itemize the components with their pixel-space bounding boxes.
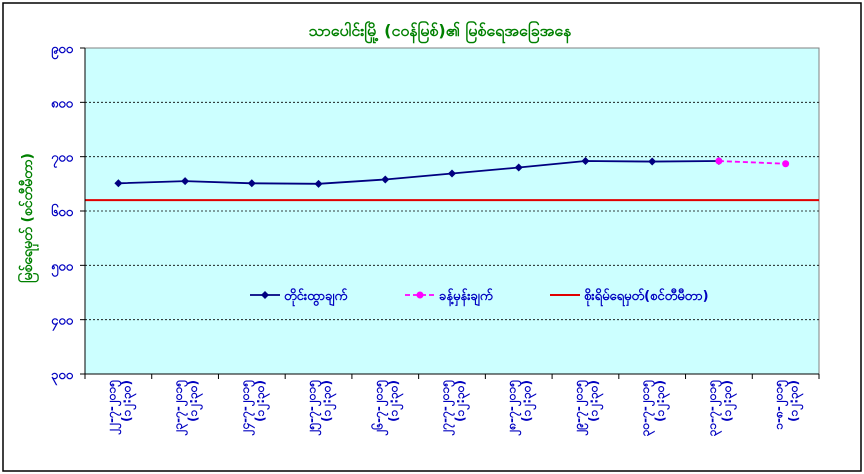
y-tick-label: ၆၀၀ bbox=[51, 203, 74, 220]
y-tick-label: ၇၀၀ bbox=[51, 151, 74, 169]
x-tick-time: (၁၂:၃၀) bbox=[586, 380, 604, 422]
x-tick-date: ၂၄-၇-၂၀၁၅ bbox=[238, 380, 256, 437]
x-tick-time: (၁၂:၃၀) bbox=[386, 380, 404, 422]
data-point bbox=[181, 177, 190, 186]
y-tick-label: ၄၀၀ bbox=[51, 314, 74, 332]
x-tick-date: ၂၇-၇-၂၀၁၅ bbox=[438, 380, 456, 437]
data-point bbox=[648, 157, 657, 166]
data-point bbox=[314, 179, 323, 188]
x-tick-label: ၃၁-၇-၂၀၁၅ (၁၂:၃၀) bbox=[705, 380, 738, 437]
x-tick-time: (၁၂:၃၀) bbox=[453, 380, 471, 422]
x-tick-label: ၂၅-၇-၂၀၁၅ (၁၂:၃၀) bbox=[305, 380, 338, 437]
x-tick-time: (၁၂:၃၀) bbox=[186, 380, 204, 422]
y-axis-label: မြစ်ရေမှတ် (စင်တီမီတာ) bbox=[18, 153, 39, 283]
x-tick-label: ၂၄-၇-၂၀၁၅ (၁၂:၃၀) bbox=[238, 380, 271, 437]
x-axis: ၂၂-၇-၂၀၁၅ (၁၂:၃၀) ၂၃-၇-၂၀၁၅ (၁၂:၃၀) ၂၄-၇-၂၀၁… bbox=[84, 373, 820, 437]
y-tick-label: ၅၀၀ bbox=[51, 259, 74, 277]
legend-label-2: ခန့်မှန်းချက် bbox=[439, 287, 493, 307]
legend: တိုင်းထွာချက် ခန့်မှန်းချက် စိုးရိမ်ရေမှတ်… bbox=[250, 287, 709, 307]
series-line-2 bbox=[718, 160, 786, 165]
x-tick-date: ၂၆-၇-၂၀၁၅ bbox=[369, 380, 389, 437]
legend-label-3: စိုးရိမ်ရေမှတ်(စင်တီမီတာ) bbox=[584, 287, 709, 307]
series-lines bbox=[114, 157, 790, 188]
series-line-1 bbox=[118, 160, 719, 185]
x-tick-time: (၁၂:၃၀) bbox=[520, 380, 538, 422]
x-tick-time: (၁၂:၃၀) bbox=[787, 380, 805, 422]
legend-marker bbox=[416, 291, 424, 299]
x-tick-label: ၂၈-၇-၂၀၁၅ (၁၂:၃၀) bbox=[505, 380, 538, 437]
y-tick-label: ၈၀၀ bbox=[51, 96, 74, 111]
data-point bbox=[581, 157, 590, 166]
x-tick-date: ၃၁-၇-၂၀၁၅ bbox=[705, 380, 723, 437]
legend-label-1: တိုင်းထွာချက် bbox=[284, 287, 347, 307]
data-point bbox=[782, 160, 790, 168]
x-tick-time: (၁၂:၃၀) bbox=[320, 380, 338, 422]
x-tick-date: ၂၂-၇-၂၀၁၅ bbox=[104, 380, 122, 436]
x-tick-label: ၁-၈-၂၀၁၅ (၁၂:၃၀) bbox=[772, 380, 805, 430]
x-tick-time: (၁၂:၃၀) bbox=[253, 380, 271, 422]
y-tick-label: ၉၀၀ bbox=[51, 42, 74, 60]
x-tick-label: ၃၀-၇-၂၀၁၅ (၁၂:၃၀) bbox=[638, 380, 671, 437]
data-point bbox=[381, 175, 390, 184]
data-point bbox=[247, 179, 256, 188]
x-tick-label: ၂၇-၇-၂၀၁၅ (၁၂:၃၀) bbox=[438, 380, 471, 437]
x-tick-time: (၁၂:၃၀) bbox=[653, 380, 671, 422]
data-point bbox=[114, 179, 123, 188]
x-tick-date: ၂၈-၇-၂၀၁၅ bbox=[505, 380, 523, 437]
x-tick-date: ၃၀-၇-၂၀၁၅ bbox=[638, 380, 656, 437]
x-tick-label: ၂၆-၇-၂၀၁၅ (၁၂:၃၀) bbox=[369, 380, 404, 437]
y-tick-label: ၃၀၀ bbox=[51, 368, 74, 386]
x-tick-time: (၁၂:၃၀) bbox=[720, 380, 738, 422]
x-tick-date: ၂၉-၇-၂၀၁၅ bbox=[571, 380, 589, 437]
x-tick-label: ၂၉-၇-၂၀၁၅ (၁၂:၃၀) bbox=[571, 380, 604, 437]
data-point bbox=[514, 163, 523, 172]
x-tick-date: ၂၅-၇-၂၀၁၅ bbox=[305, 380, 323, 437]
x-tick-date: ၂၃-၇-၂၀၁၅ bbox=[171, 380, 189, 437]
x-tick-label: ၂၃-၇-၂၀၁၅ (၁၂:၃၀) bbox=[171, 380, 204, 437]
x-tick-label: ၂၂-၇-၂၀၁၅ (၁၂:၃၀) bbox=[104, 380, 137, 436]
x-tick-date: ၁-၈-၂၀၁၅ bbox=[772, 380, 790, 430]
x-tick-time: (၁၂:၃၀) bbox=[119, 380, 137, 422]
data-point bbox=[715, 157, 723, 165]
plot-area bbox=[84, 47, 820, 375]
data-point bbox=[448, 169, 456, 178]
legend-marker bbox=[261, 291, 269, 299]
